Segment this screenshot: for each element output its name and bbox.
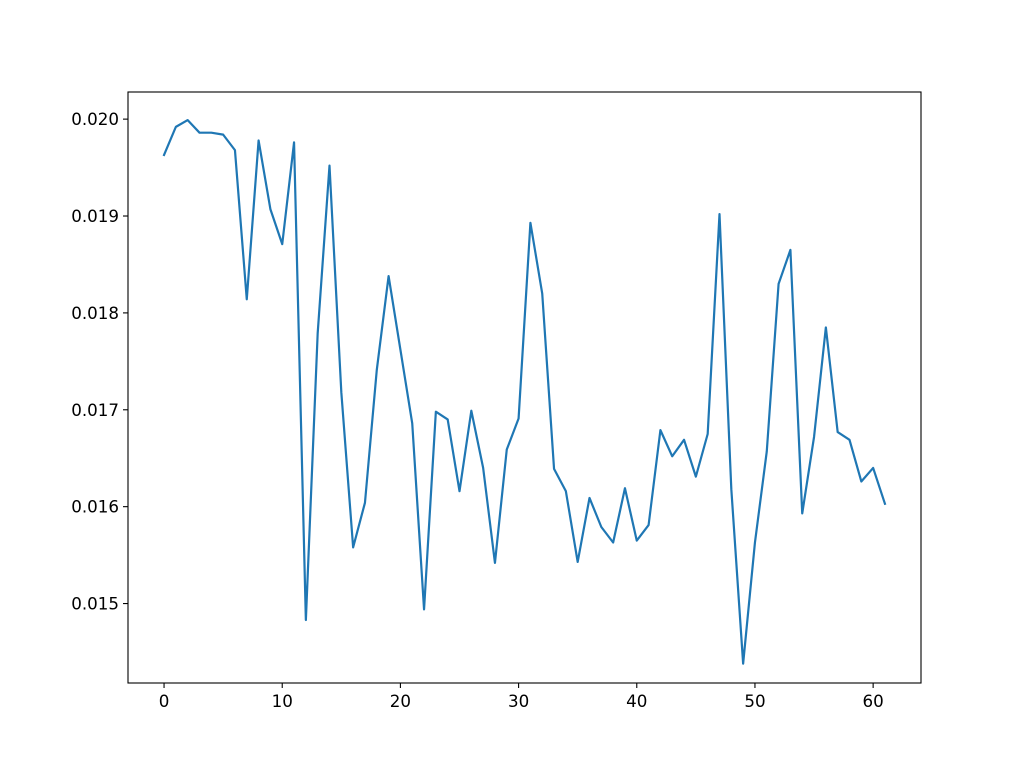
- axes-frame: [127, 91, 922, 684]
- x-tick-label: 20: [390, 691, 411, 711]
- x-tick-label: 0: [159, 691, 170, 711]
- plot-area: [128, 92, 921, 683]
- x-tick-label: 50: [744, 691, 765, 711]
- y-tick-label: 0.020: [71, 109, 119, 129]
- y-tick-label: 0.016: [71, 497, 119, 517]
- series-layer: [162, 118, 887, 665]
- x-tick-label: 30: [508, 691, 529, 711]
- x-tick-label: 60: [863, 691, 884, 711]
- x-axis: 0 10 20 30 40 50 60: [159, 683, 884, 711]
- series-line-0: [162, 118, 887, 665]
- y-axis: 0.015 0.016 0.017 0.018 0.019 0.020: [71, 109, 128, 614]
- x-tick-label: 10: [272, 691, 293, 711]
- y-tick-label: 0.015: [71, 594, 119, 614]
- x-tick-label: 40: [626, 691, 647, 711]
- y-tick-label: 0.018: [71, 303, 119, 323]
- y-tick-label: 0.019: [71, 206, 119, 226]
- y-tick-label: 0.017: [71, 400, 119, 420]
